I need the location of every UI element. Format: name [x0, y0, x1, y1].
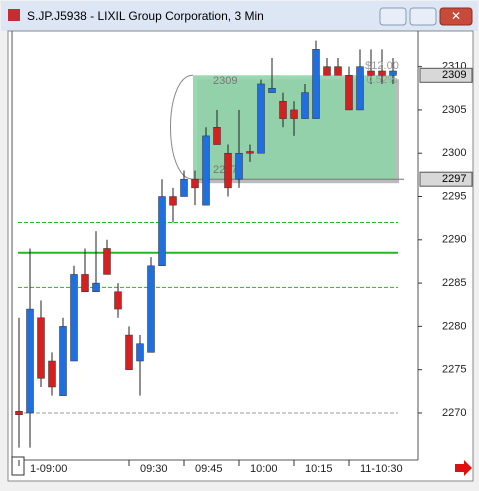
candle-body	[389, 70, 397, 76]
y-tick-label: 2290	[442, 234, 466, 246]
candle-body	[15, 410, 23, 415]
window-title: S.JP.J5938 - LIXIL Group Corporation, 3 …	[27, 9, 264, 23]
candle-body	[37, 317, 45, 379]
y-tick-label: 2305	[442, 104, 466, 116]
candle-body	[59, 326, 67, 396]
x-tick-label: 10:00	[250, 463, 278, 475]
candle-body	[26, 308, 34, 414]
candle-body	[213, 126, 221, 145]
y-tick-label: 2280	[442, 320, 466, 332]
candle-body	[279, 101, 287, 119]
y-tick-label: 2270	[442, 407, 466, 419]
price-tag-label: 2309	[442, 69, 466, 81]
candle-body	[345, 75, 353, 111]
candle-body	[257, 83, 265, 154]
candle-body	[235, 152, 243, 180]
candle-body	[48, 360, 56, 388]
box-top-label: 2309	[213, 75, 237, 87]
maximize-button[interactable]	[409, 7, 437, 26]
y-tick-label: 2285	[442, 277, 466, 289]
candle-body	[92, 282, 100, 293]
candle-body	[70, 274, 78, 362]
candle-body	[334, 66, 342, 76]
close-icon: ✕	[451, 9, 461, 23]
app-icon	[8, 9, 20, 21]
candle-body	[367, 70, 375, 76]
x-tick-label: 09:45	[195, 463, 223, 475]
candle-body	[246, 151, 254, 154]
x-tick-label: 09:30	[140, 463, 168, 475]
candle-body	[301, 92, 309, 119]
scroll-box[interactable]	[11, 456, 25, 476]
candle-body	[158, 196, 166, 267]
candle-body	[169, 196, 177, 206]
annotation: $12.00	[365, 60, 399, 72]
candle-body	[81, 274, 89, 293]
price-tag	[419, 67, 473, 83]
candle-body	[378, 70, 386, 76]
candle-body	[114, 291, 122, 310]
y-tick-label: 2275	[442, 364, 466, 376]
x-tick-label: 1-09:00	[30, 463, 67, 475]
candle-body	[125, 334, 133, 370]
close-button[interactable]	[439, 7, 473, 26]
x-tick-label: 11-10:30	[360, 463, 403, 475]
candle-body	[290, 109, 298, 119]
minimize-button[interactable]	[379, 7, 407, 26]
candle-body	[268, 88, 276, 93]
candle-body	[323, 66, 331, 76]
candle-body	[356, 66, 364, 111]
price-tag	[419, 171, 473, 187]
annotation: 0.52%	[366, 74, 397, 86]
candle-body	[136, 343, 144, 362]
candle-body	[224, 152, 232, 189]
candle-body	[202, 135, 210, 206]
y-tick-label: 2300	[442, 147, 466, 159]
y-tick-label: 2295	[442, 190, 466, 202]
price-tag-label: 2297	[442, 173, 466, 185]
candle-body	[180, 178, 188, 197]
candle-body	[147, 265, 155, 353]
scroll-arrow[interactable]	[455, 460, 472, 476]
candle-body	[191, 178, 199, 189]
x-tick-label: 10:15	[305, 463, 333, 475]
candle-body	[312, 49, 320, 119]
candle-body	[103, 248, 111, 275]
